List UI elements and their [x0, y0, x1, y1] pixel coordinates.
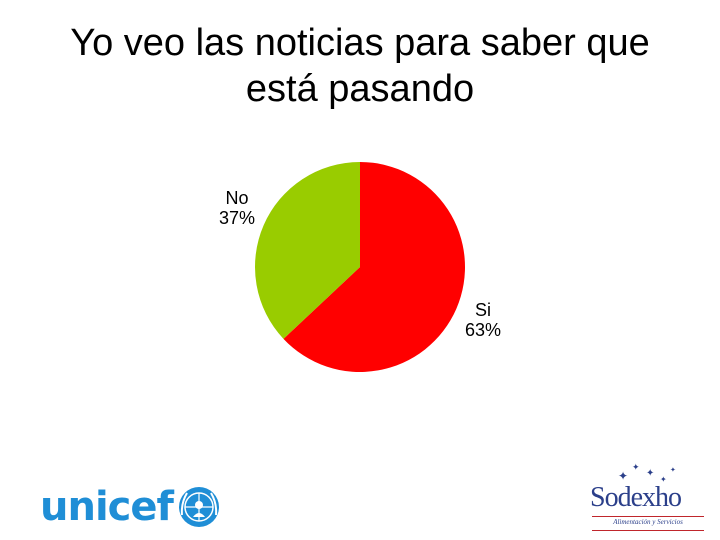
slice-label-si-value: 63%: [464, 320, 502, 340]
unicef-logo: unicef: [40, 484, 221, 530]
slide-title: Yo veo las noticias para saber que está …: [20, 20, 700, 112]
sodexho-divider-top: [592, 516, 704, 517]
svg-text:✦: ✦: [618, 469, 628, 483]
title-line-2: está pasando: [245, 68, 475, 110]
pie-slice-no: [255, 162, 360, 339]
unicef-emblem-icon: [178, 487, 219, 527]
svg-text:✦: ✦: [632, 462, 640, 472]
sodexho-logo: ✦ ✦ ✦ ✦ ✦ Sodexho Alimentación y Servici…: [588, 460, 710, 536]
sodexho-divider-bottom: [592, 530, 704, 531]
pie-slices: [255, 162, 465, 372]
stars-icon: ✦ ✦ ✦ ✦ ✦: [618, 462, 676, 484]
sodexho-wordmark: Sodexho: [590, 482, 682, 513]
slice-label-si: Si 63%: [456, 300, 510, 340]
slice-label-si-name: Si: [474, 300, 491, 320]
svg-text:✦: ✦: [670, 466, 676, 474]
sodexho-tagline: Alimentación y Servicios: [613, 518, 683, 526]
unicef-wordmark: unicef: [40, 484, 174, 530]
slice-label-no-name: No: [225, 188, 249, 208]
svg-text:✦: ✦: [660, 475, 667, 484]
pie-slice-si: [283, 162, 465, 372]
svg-text:✦: ✦: [646, 468, 654, 479]
title-line-1: Yo veo las noticias para saber que: [70, 22, 650, 64]
slice-label-no: No 37%: [210, 188, 264, 228]
slice-label-no-value: 37%: [218, 208, 256, 228]
